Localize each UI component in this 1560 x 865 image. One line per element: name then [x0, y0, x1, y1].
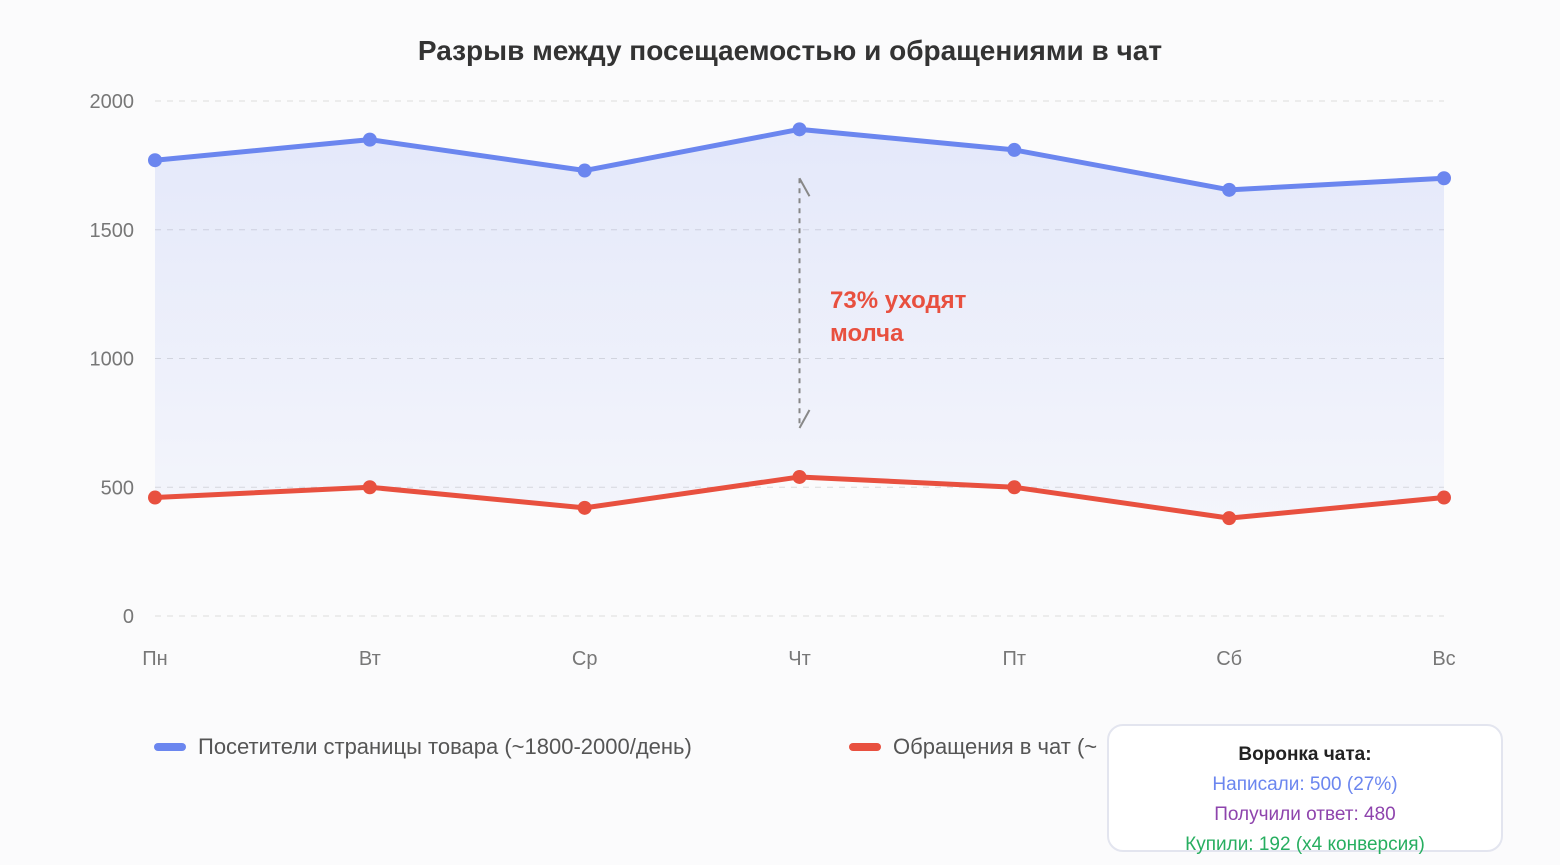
- y-tick-label: 2000: [90, 91, 135, 113]
- funnel-line-bought: Купили: 192 (x4 конверсия): [1185, 834, 1425, 855]
- data-point: [1222, 511, 1237, 526]
- data-point: [1007, 480, 1022, 495]
- x-tick-label: Ср: [572, 648, 598, 670]
- data-point: [1437, 171, 1451, 186]
- annotation-line-2: молча: [830, 320, 904, 347]
- arrow-head-top: [798, 177, 811, 197]
- x-tick-label: Чт: [788, 648, 811, 670]
- funnel-title: Воронка чата:: [1238, 744, 1372, 765]
- y-tick-label: 1000: [90, 349, 135, 371]
- x-tick-label: Вс: [1432, 648, 1455, 670]
- data-point: [577, 500, 592, 515]
- legend-label-visitors: Посетители страницы товара (~1800-2000/д…: [198, 734, 692, 759]
- data-point: [1222, 182, 1237, 197]
- data-point: [792, 122, 807, 137]
- data-point: [362, 132, 377, 147]
- data-point: [148, 153, 162, 168]
- legend-label-chats: Обращения в чат (~: [893, 734, 1097, 759]
- x-tick-label: Пт: [1003, 648, 1027, 670]
- y-tick-label: 0: [123, 606, 134, 628]
- funnel-line-wrote: Написали: 500 (27%): [1212, 774, 1398, 795]
- funnel-line-answered: Получили ответ: 480: [1214, 804, 1396, 825]
- data-point: [1437, 490, 1451, 505]
- x-tick-label: Сб: [1216, 648, 1242, 670]
- arrow-head-bottom: [798, 409, 811, 429]
- data-point: [148, 490, 162, 505]
- y-tick-label: 500: [101, 477, 134, 499]
- x-tick-label: Вт: [359, 648, 381, 670]
- y-tick-label: 1500: [90, 220, 135, 242]
- x-tick-label: Пн: [142, 648, 167, 670]
- chart-title: Разрыв между посещаемостью и обращениями…: [418, 35, 1162, 66]
- annotation-line-1: 73% уходят: [830, 287, 967, 314]
- data-point: [577, 163, 592, 178]
- data-point: [792, 469, 807, 484]
- data-point: [1007, 142, 1022, 157]
- gap-area: [155, 129, 1444, 519]
- funnel-box: Воронка чата: Написали: 500 (27%) Получи…: [1107, 724, 1503, 855]
- data-point: [362, 480, 377, 495]
